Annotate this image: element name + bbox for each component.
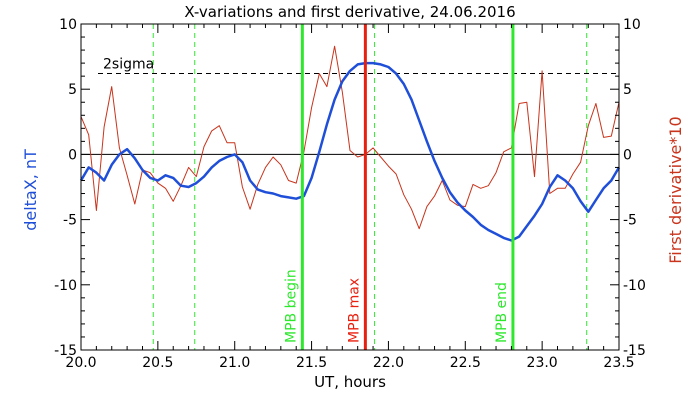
y-tick-label-right: 0 bbox=[623, 147, 632, 163]
y-tick-label-left: 5 bbox=[68, 82, 77, 98]
series-lines bbox=[79, 45, 621, 242]
y-tick-label-right: -5 bbox=[623, 213, 637, 229]
x-tick-label: 23.0 bbox=[527, 355, 558, 371]
reference-lines: 2sigma bbox=[81, 24, 619, 350]
axes: 20.0 20.5 21.0 21.5 22.0 22.5 23.0 23.5 10 10 5 5 0 0… bbox=[54, 17, 646, 371]
y-tick-label-left: -10 bbox=[54, 278, 77, 294]
event-markers: MPB begin MPB max MPB end bbox=[283, 24, 515, 350]
y-axis-left-label: deltaX, nT bbox=[21, 149, 40, 231]
x-tick-label: 21.5 bbox=[296, 355, 327, 371]
x-tick-label: 21.0 bbox=[219, 355, 250, 371]
y-axis-right-label: First derivative*10 bbox=[666, 116, 685, 263]
deltax-line bbox=[79, 61, 621, 242]
y-tick-label-right: 5 bbox=[623, 82, 632, 98]
y-tick-label-left: 10 bbox=[59, 17, 77, 33]
mpb-end-label: MPB end bbox=[494, 282, 510, 343]
y-tick-label-left: -15 bbox=[54, 343, 77, 359]
mpb-max-label: MPB max bbox=[346, 278, 362, 343]
plot-frame bbox=[80, 23, 620, 351]
x-tick-label: 22.0 bbox=[373, 355, 404, 371]
y-tick-label-right: 10 bbox=[623, 17, 641, 33]
x-tick-label: 20.0 bbox=[65, 355, 96, 371]
chart-title: X-variations and first derivative, 24.06… bbox=[184, 3, 515, 21]
derivative-line bbox=[80, 45, 620, 230]
y-tick-label-right: -15 bbox=[623, 343, 646, 359]
y-tick-label-left: -5 bbox=[63, 213, 77, 229]
y-tick-label-right: -10 bbox=[623, 278, 646, 294]
x-tick-label: 22.5 bbox=[450, 355, 481, 371]
y-tick-label-left: 0 bbox=[68, 147, 77, 163]
x-tick-label: 23.5 bbox=[603, 355, 634, 371]
mpb-begin-label: MPB begin bbox=[283, 269, 299, 343]
x-tick-label: 20.5 bbox=[142, 355, 173, 371]
x-axis-label: UT, hours bbox=[314, 373, 386, 391]
sigma-label: 2sigma bbox=[103, 57, 154, 73]
